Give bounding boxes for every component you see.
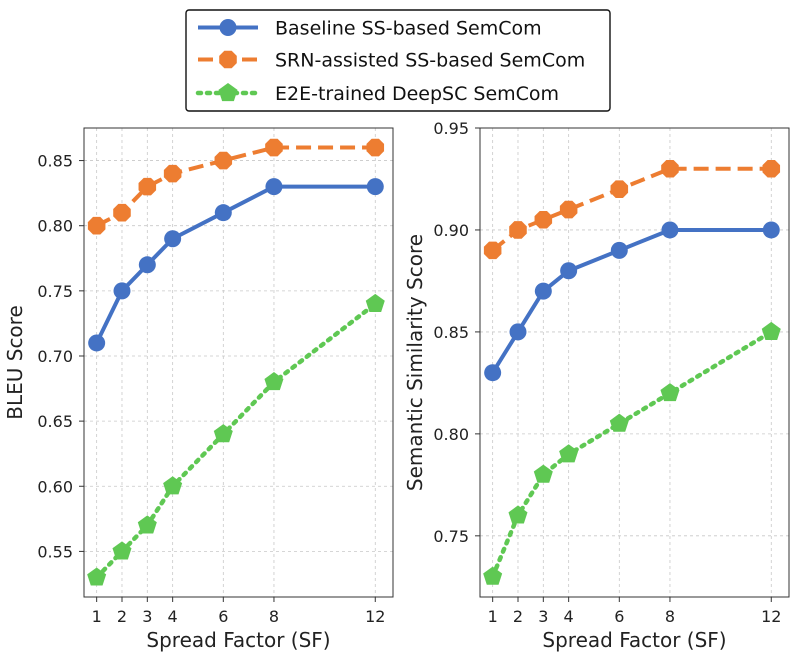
x-tick-label: 12 (365, 607, 385, 626)
y-tick-label: 0.70 (37, 347, 73, 366)
series-1-point (113, 282, 131, 300)
y-tick-label: 0.75 (433, 527, 469, 546)
series-2-point (163, 164, 182, 183)
x-tick-label: 2 (117, 607, 127, 626)
x-tick-label: 4 (564, 607, 574, 626)
series-1-point (534, 282, 552, 300)
series-1-point (265, 178, 283, 196)
series-2-point (661, 160, 679, 178)
legend-marker-3 (218, 83, 238, 102)
y-tick-label: 0.75 (37, 282, 73, 301)
y-axis-title: BLEU Score (3, 305, 27, 420)
series-1-point (484, 364, 502, 382)
series-1-point (509, 323, 527, 341)
x-tick-label: 4 (168, 607, 178, 626)
series-3-point (533, 464, 553, 483)
legend-marker-1 (219, 19, 237, 36)
series-2-point (366, 138, 385, 157)
x-tick-label: 12 (761, 607, 781, 626)
y-tick-label: 0.90 (433, 221, 469, 240)
series-3-point (761, 321, 781, 340)
series-line-1 (490, 227, 772, 374)
series-1-point (88, 334, 106, 352)
series-3-point (559, 444, 579, 463)
series-1-point (661, 221, 679, 239)
series-3-point (483, 566, 503, 585)
series-2-point (265, 138, 283, 157)
series-3-point (163, 476, 183, 495)
x-tick-label: 1 (488, 607, 498, 626)
y-tick-label: 0.95 (433, 119, 469, 138)
x-tick-label: 3 (142, 607, 152, 626)
series-3-point (213, 424, 233, 443)
series-2-point (87, 216, 106, 235)
x-tick-label: 8 (665, 607, 675, 626)
series-3-point (660, 383, 680, 402)
series-1-point (560, 262, 578, 280)
series-2-point (214, 151, 233, 170)
legend-marker-2 (219, 50, 237, 69)
y-tick-label: 0.80 (433, 425, 469, 444)
legend-label-1: Baseline SS-based SemCom (275, 18, 542, 40)
series-1-point (214, 204, 232, 222)
series-3-point (264, 372, 284, 391)
legend-label-3: E2E-trained DeepSC SemCom (275, 83, 559, 105)
legend-label-2: SRN-assisted SS-based SemCom (275, 50, 585, 72)
x-tick-label: 1 (92, 607, 102, 626)
y-axis-title: Semantic Similarity Score (403, 234, 427, 491)
x-axis-title: Spread Factor (SF) (542, 628, 726, 652)
plot-area-frame (83, 127, 394, 598)
bleu-chart-panel: 1 2 3 4 6 8 120.550.600.650.700.750.800.85Spre… (3, 127, 394, 652)
series-line-3 (94, 301, 378, 580)
series-2-point (509, 221, 527, 239)
x-axis-title: Spread Factor (SF) (146, 628, 330, 652)
series-1-point (762, 221, 780, 239)
x-tick-label: 6 (614, 607, 624, 626)
series-line-3 (490, 329, 774, 579)
y-tick-label: 0.55 (37, 542, 73, 561)
series-3-point (137, 515, 157, 534)
series-line-2 (491, 166, 772, 252)
series-3-point (508, 505, 528, 524)
series-3-point (609, 413, 629, 432)
series-2-point (138, 177, 157, 196)
y-tick-label: 0.85 (37, 152, 73, 171)
series-1-point (164, 230, 182, 248)
series-2-point (762, 160, 781, 178)
x-tick-label: 6 (218, 607, 228, 626)
series-line-1 (94, 184, 376, 344)
series-2-point (610, 180, 629, 198)
plot-area-frame (479, 127, 790, 598)
series-1-point (138, 256, 156, 274)
series-1-point (366, 178, 384, 196)
y-tick-label: 0.65 (37, 412, 73, 431)
x-tick-label: 2 (513, 607, 523, 626)
y-tick-label: 0.60 (37, 477, 73, 496)
series-1-point (610, 241, 628, 259)
series-2-point (534, 210, 553, 229)
series-2-point (483, 241, 502, 260)
series-2-point (113, 203, 131, 222)
y-tick-label: 0.80 (37, 217, 73, 236)
series-3-point (365, 293, 385, 312)
series-2-point (559, 200, 578, 219)
x-tick-label: 3 (538, 607, 548, 626)
series-3-point (87, 567, 107, 586)
y-tick-label: 0.85 (433, 323, 469, 342)
x-tick-label: 8 (269, 607, 279, 626)
legend-box (185, 9, 611, 112)
series-3-point (112, 541, 132, 560)
legend: Baseline SS-based SemCom SRN-assisted SS-… (185, 9, 611, 112)
